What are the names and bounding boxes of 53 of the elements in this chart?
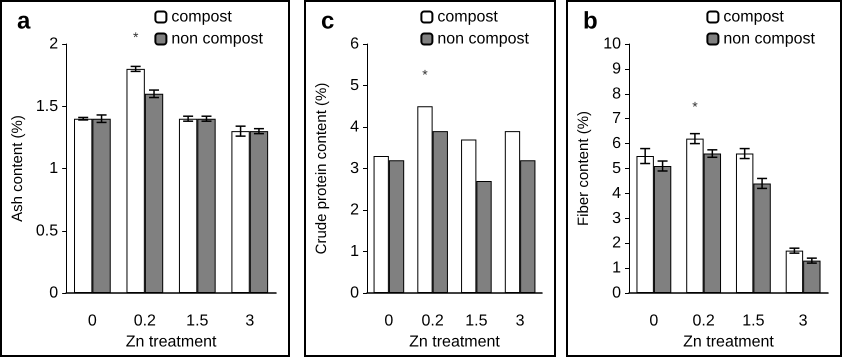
legend-label: compost bbox=[437, 8, 498, 26]
y-tick-label: 4 bbox=[350, 118, 360, 136]
legend-label: non compost bbox=[437, 30, 530, 48]
y-tick-label: 9 bbox=[612, 60, 622, 78]
y-tick-label: 10 bbox=[603, 36, 622, 52]
y-tick-label: 3 bbox=[350, 160, 360, 177]
annotation: * bbox=[132, 28, 139, 45]
y-tick-label: 1 bbox=[612, 260, 622, 277]
x-tick-label: 0 bbox=[649, 312, 658, 330]
y-tick-label: 6 bbox=[612, 135, 622, 152]
y-tick-label: 0 bbox=[612, 284, 622, 302]
y-tick-label: 0 bbox=[49, 284, 58, 302]
y-tick-label: 1 bbox=[350, 243, 360, 260]
y-tick-label: 2 bbox=[612, 234, 622, 252]
y-tick-label: 1 bbox=[49, 160, 58, 177]
chart-title: a bbox=[17, 8, 31, 34]
x-tick-label: 1.5 bbox=[465, 312, 488, 330]
y-axis-title: Ash content (%) bbox=[9, 115, 26, 222]
x-tick-label: 0 bbox=[88, 312, 97, 330]
y-tick-label: 2 bbox=[49, 36, 58, 52]
legend-label: compost bbox=[723, 8, 784, 26]
y-tick-label: 2 bbox=[350, 202, 360, 218]
x-tick-label: 3 bbox=[245, 312, 254, 330]
x-tick-label: 0.2 bbox=[422, 312, 444, 330]
x-tick-label: 1.5 bbox=[742, 312, 765, 330]
y-tick-label: 4 bbox=[612, 184, 622, 202]
y-tick-label: 0.5 bbox=[36, 222, 58, 240]
legend-label: compost bbox=[171, 8, 232, 26]
annotation: * bbox=[422, 66, 428, 82]
y-tick-label: 8 bbox=[612, 85, 622, 102]
annotation: * bbox=[692, 98, 698, 115]
chart-title: c bbox=[321, 8, 334, 34]
y-tick-label: 5 bbox=[350, 77, 360, 94]
y-tick-label: 7 bbox=[612, 110, 622, 128]
legend-label: non compost bbox=[723, 30, 816, 48]
y-tick-label: 5 bbox=[612, 160, 622, 177]
y-tick-label: 3 bbox=[612, 210, 622, 227]
x-axis-title: Zn treatment bbox=[683, 333, 774, 350]
chart-title: b bbox=[583, 8, 598, 34]
y-tick-label: 0 bbox=[350, 284, 360, 302]
y-tick-label: 1.5 bbox=[36, 98, 58, 115]
x-axis-title: Zn treatment bbox=[126, 333, 217, 350]
x-tick-label: 0 bbox=[384, 312, 394, 330]
x-tick-label: 1.5 bbox=[186, 312, 209, 330]
y-tick-label: 6 bbox=[350, 36, 360, 52]
x-tick-label: 3 bbox=[798, 312, 808, 330]
y-axis-title: Fiber content (%) bbox=[575, 110, 592, 226]
x-tick-label: 0.2 bbox=[134, 312, 156, 330]
legend-label: non compost bbox=[171, 30, 264, 48]
x-tick-label: 3 bbox=[516, 312, 525, 330]
x-tick-label: 0.2 bbox=[692, 312, 715, 330]
y-axis-title: Crude protein content (%) bbox=[313, 82, 330, 254]
x-axis-title: Zn treatment bbox=[409, 333, 500, 350]
